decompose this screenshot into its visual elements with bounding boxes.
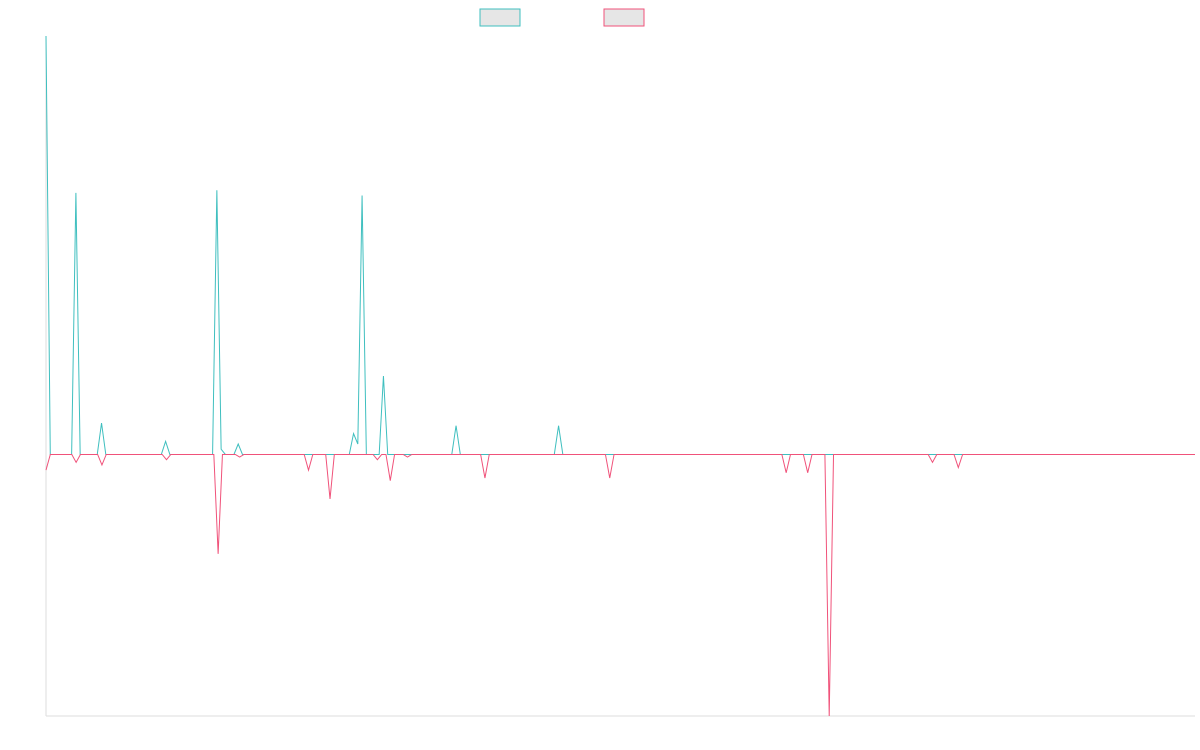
legend xyxy=(479,8,645,27)
legend-swatch-1[interactable] xyxy=(479,8,521,27)
series-layer xyxy=(45,35,1195,717)
legend-swatch-2[interactable] xyxy=(603,8,645,27)
series-line-1 xyxy=(45,35,1195,455)
axes xyxy=(45,36,1195,717)
series-line-2 xyxy=(45,453,1195,717)
